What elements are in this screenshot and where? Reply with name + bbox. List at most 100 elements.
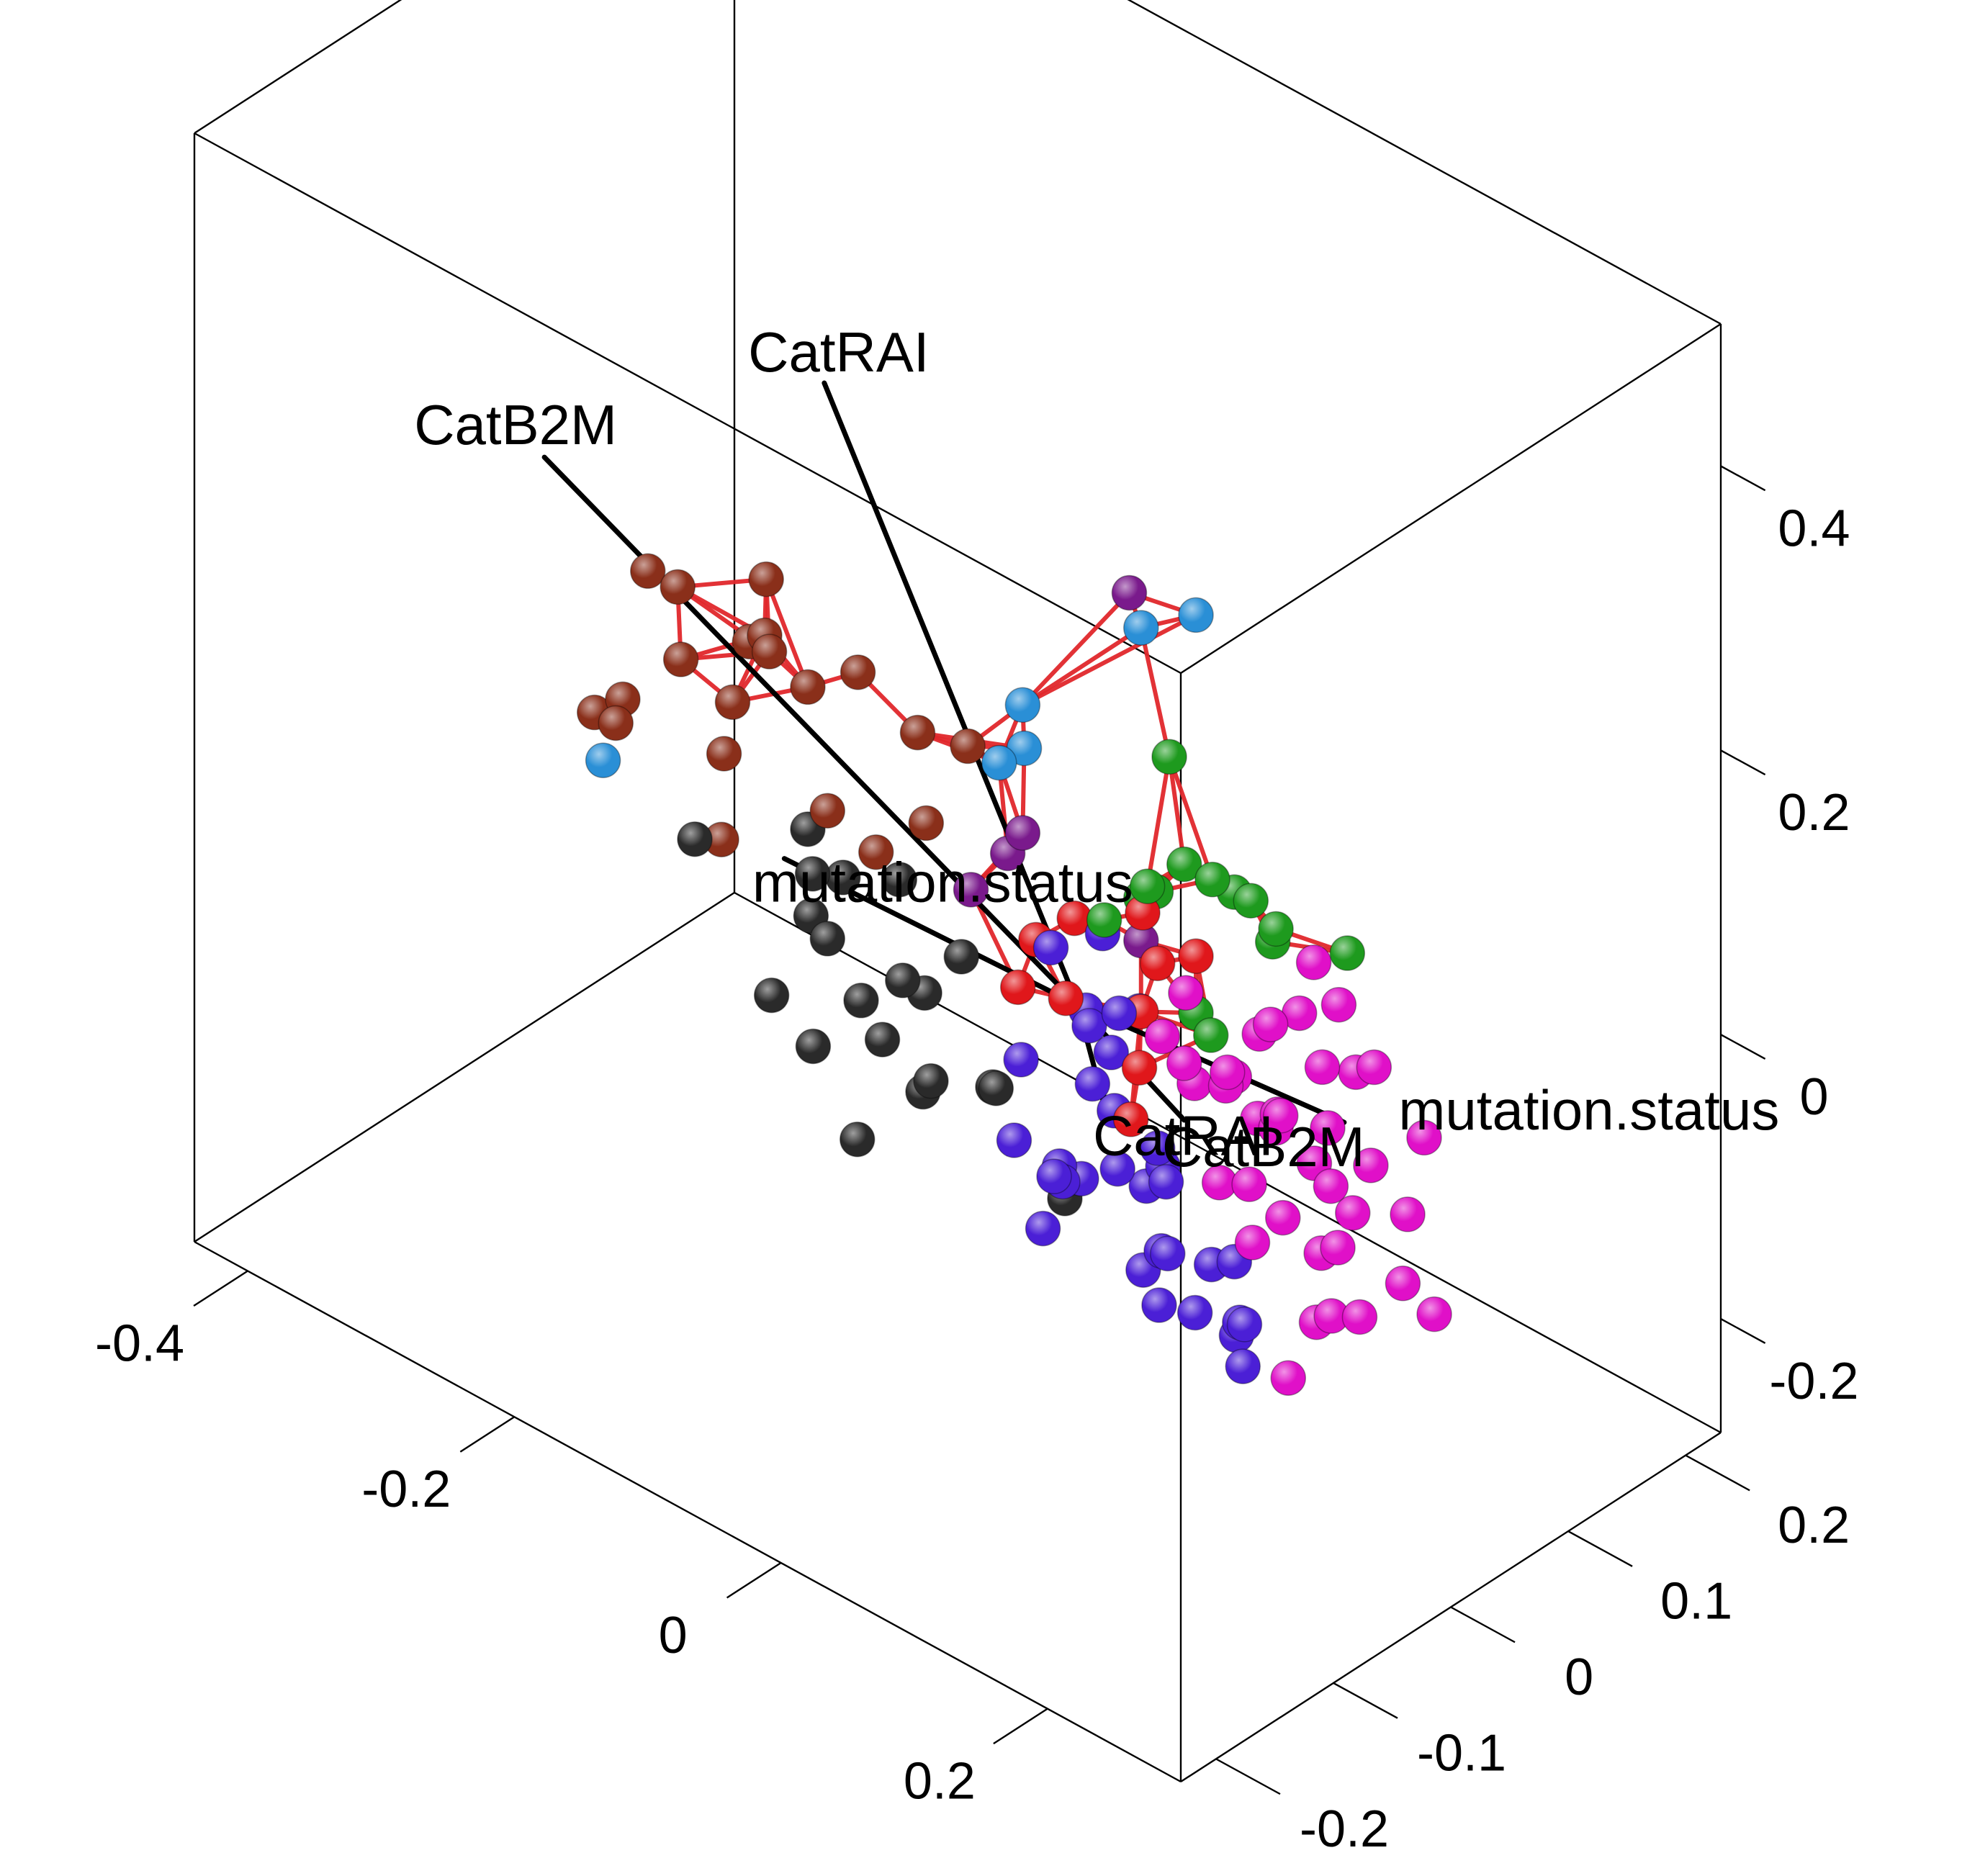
series-5-point-4 xyxy=(1048,980,1084,1016)
series-1-point-12 xyxy=(978,1070,1014,1106)
series-7-point-4 xyxy=(981,744,1017,781)
series-1-point-8 xyxy=(843,983,879,1019)
series-2-point-29 xyxy=(1139,1130,1176,1166)
series-2-point-2 xyxy=(1074,1065,1111,1102)
series-2-point-25 xyxy=(1032,929,1069,966)
series-4-point-13 xyxy=(1329,935,1366,971)
series-3-point-15 xyxy=(1320,1230,1356,1266)
hull-edge-26 xyxy=(1145,756,1171,887)
z-tick-label-2: 0.2 xyxy=(1778,784,1850,842)
series-2-point-28 xyxy=(996,1122,1032,1158)
series-3-point-5 xyxy=(1209,1054,1246,1091)
variable-labels: CatRAICatRAICatB2MCatB2Mmutation.statusm… xyxy=(414,320,1779,1178)
series-1-point-15 xyxy=(753,977,790,1014)
series-3-point-11 xyxy=(1234,1225,1271,1261)
series-1-point-6 xyxy=(864,1022,901,1057)
series-2-point-5 xyxy=(1099,1150,1135,1187)
series-6-point-1 xyxy=(1004,815,1041,851)
arrow-0 xyxy=(822,380,1081,1008)
y-tick-label-2: 0 xyxy=(1565,1649,1593,1706)
series-2-point-12 xyxy=(1141,1287,1177,1323)
series-1-point-18 xyxy=(943,939,980,975)
series-3-point-20 xyxy=(1304,1049,1341,1086)
series-0-point-13 xyxy=(908,805,945,842)
z-tick-label-3: 0.4 xyxy=(1778,500,1850,557)
series-3-point-23 xyxy=(1390,1196,1426,1232)
data-points xyxy=(576,553,1452,1396)
box-edge-7 xyxy=(1180,323,1722,675)
series-2-point-11 xyxy=(1150,1235,1186,1272)
series-0-point-2 xyxy=(748,561,784,597)
series-4-point-11 xyxy=(1193,1017,1229,1053)
z-tick-3 xyxy=(1720,465,1766,492)
series-0-point-7 xyxy=(790,669,826,705)
series-4-point-5 xyxy=(1129,868,1166,905)
series-4-point-8 xyxy=(1086,902,1122,938)
y-tick-0 xyxy=(1215,1758,1281,1795)
series-4-point-3 xyxy=(1233,883,1269,919)
series-3-point-28 xyxy=(1416,1296,1452,1332)
box-edge-2 xyxy=(194,132,1182,675)
y-tick-1 xyxy=(1333,1682,1398,1719)
box-edge-3 xyxy=(1127,0,1722,325)
series-2-point-0 xyxy=(1071,1008,1107,1044)
series-3-point-21 xyxy=(1252,1006,1289,1042)
series-4-point-0 xyxy=(1151,739,1187,775)
x-tick-label-3: 0.2 xyxy=(904,1753,976,1810)
series-5-point-5 xyxy=(1121,1050,1158,1086)
series-2-point-16 xyxy=(1025,1210,1061,1247)
series-1-point-14 xyxy=(677,821,713,857)
series-0-point-14 xyxy=(899,714,936,751)
series-1-point-1 xyxy=(794,856,831,892)
series-5-point-7 xyxy=(999,969,1036,1006)
x-tick-0 xyxy=(193,1270,248,1307)
x-tick-label-2: 0 xyxy=(659,1607,688,1664)
series-3-point-33 xyxy=(1270,1360,1307,1396)
z-tick-2 xyxy=(1720,749,1766,776)
series-6-point-0 xyxy=(1111,574,1148,611)
hull-edge-84 xyxy=(1021,613,1197,707)
series-0-point-19 xyxy=(706,736,742,772)
series-3-point-30 xyxy=(1406,1119,1442,1156)
series-3-point-10 xyxy=(1231,1166,1267,1202)
series-4-point-2 xyxy=(1194,862,1230,898)
series-7-point-0 xyxy=(1178,597,1214,633)
series-3-point-18 xyxy=(1262,1098,1299,1134)
y-tick-label-0: -0.2 xyxy=(1300,1800,1389,1858)
series-7-point-5 xyxy=(585,742,621,778)
hull-edge-27 xyxy=(1138,627,1171,757)
variable-label-0: CatRAI xyxy=(748,320,929,384)
series-0-point-9 xyxy=(598,705,634,741)
y-tick-label-1: -0.1 xyxy=(1417,1724,1506,1782)
series-3-point-22 xyxy=(1353,1147,1389,1183)
z-tick-label-1: 0 xyxy=(1799,1068,1828,1126)
series-2-point-3 xyxy=(1093,1034,1130,1070)
series-3-point-17 xyxy=(1313,1168,1349,1204)
series-3-point-27 xyxy=(1385,1266,1421,1302)
box-edge-4 xyxy=(194,891,735,1243)
z-tick-0 xyxy=(1720,1317,1766,1344)
y-tick-label-4: 0.2 xyxy=(1778,1497,1850,1554)
series-4-point-1 xyxy=(1166,846,1202,883)
series-1-point-4 xyxy=(809,921,846,957)
series-3-point-32 xyxy=(1295,944,1332,980)
series-3-point-36 xyxy=(1310,1110,1346,1146)
series-0-point-18 xyxy=(840,654,876,690)
variable-label-3: CatB2M xyxy=(1162,1115,1365,1178)
series-2-point-18 xyxy=(1225,1348,1261,1384)
y-tick-label-3: 0.1 xyxy=(1660,1573,1732,1631)
series-5-point-1 xyxy=(1139,945,1176,981)
x-tick-label-0: -0.4 xyxy=(95,1315,184,1373)
y-tick-4 xyxy=(1685,1454,1750,1492)
series-3-point-34 xyxy=(1168,975,1204,1011)
x-tick-1 xyxy=(459,1416,515,1453)
series-3-point-16 xyxy=(1335,1195,1371,1231)
series-0-point-12 xyxy=(809,793,846,829)
series-7-point-2 xyxy=(1004,687,1041,723)
series-3-point-0 xyxy=(1166,1045,1202,1081)
hull-edge-6 xyxy=(764,578,810,688)
series-0-point-3 xyxy=(662,641,699,677)
series-0-point-16 xyxy=(858,834,894,870)
series-2-point-24 xyxy=(1003,1042,1039,1078)
